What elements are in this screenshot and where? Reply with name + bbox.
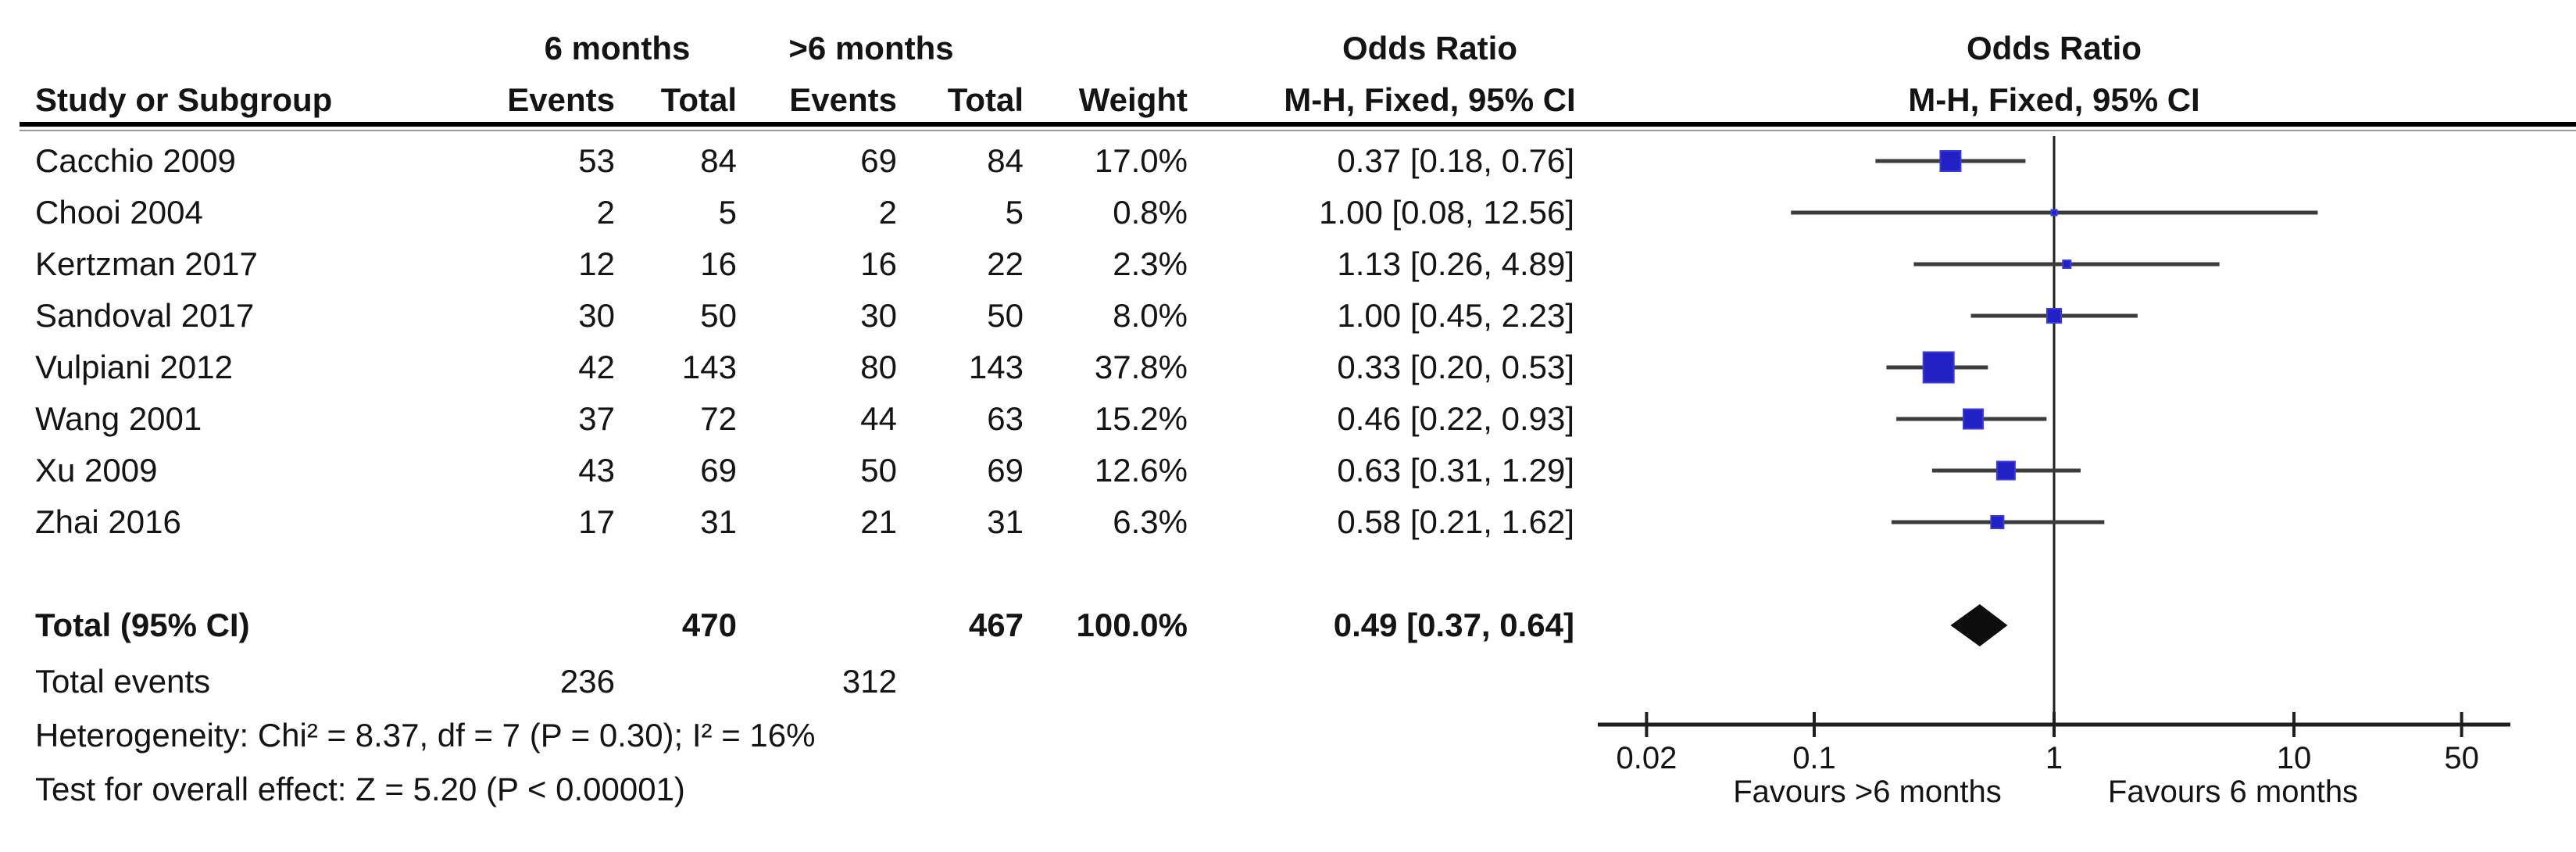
weight-cell: 12.6% [1094, 452, 1188, 489]
events-gt6m-cell: 69 [860, 142, 897, 179]
events-gt6m-cell: 21 [860, 503, 897, 540]
or-ci-cell: 1.00 [0.45, 2.23] [1337, 297, 1574, 334]
group-header-6-months: 6 months [544, 30, 691, 66]
or-ci-cell: 0.63 [0.31, 1.29] [1337, 452, 1574, 489]
axis-tick-label: 1 [2045, 741, 2063, 775]
favours-right-label: Favours 6 months [2107, 775, 2359, 809]
col-header-events-6m: Events [507, 81, 615, 118]
total-6m-cell: 84 [700, 142, 737, 179]
study-name: Kertzman 2017 [35, 245, 258, 282]
events-6m-cell: 37 [578, 400, 615, 437]
total-6m-cell: 72 [700, 400, 737, 437]
pooled-diamond [1950, 604, 2008, 646]
plot-header-title: Odds Ratio [1966, 30, 2142, 66]
events-6m-cell: 12 [578, 245, 615, 282]
weight-cell: 6.3% [1113, 503, 1188, 540]
total-gt6m-cell: 69 [987, 452, 1024, 489]
or-column-header-title: Odds Ratio [1342, 30, 1517, 66]
total-6m-cell: 31 [700, 503, 737, 540]
total-6m-cell: 50 [700, 297, 737, 334]
effect-marker [1962, 408, 1984, 430]
or-ci-cell: 0.37 [0.18, 0.76] [1337, 142, 1574, 179]
col-header-total-6m: Total [660, 81, 737, 118]
axis-tick-label: 50 [2444, 741, 2479, 775]
col-header-study: Study or Subgroup [35, 81, 333, 118]
study-name: Wang 2001 [35, 400, 202, 437]
total-gt6m-cell: 31 [987, 503, 1024, 540]
effect-marker [1990, 515, 2005, 529]
col-header-weight: Weight [1078, 81, 1188, 118]
total-gt6m-cell: 22 [987, 245, 1024, 282]
total-6m-cell: 143 [681, 349, 737, 385]
weight-cell: 37.8% [1094, 349, 1188, 385]
total-gt6m-n: 467 [968, 607, 1024, 643]
effect-marker [2046, 308, 2062, 324]
heterogeneity-stats: Heterogeneity: Chi² = 8.37, df = 7 (P = … [35, 717, 816, 754]
study-name: Xu 2009 [35, 452, 158, 489]
study-name: Cacchio 2009 [35, 142, 236, 179]
effect-marker [1995, 460, 2016, 481]
weight-cell: 17.0% [1094, 142, 1188, 179]
header-rule-shadow [20, 130, 2576, 131]
total-gt6m-cell: 63 [987, 400, 1024, 437]
events-gt6m-cell: 2 [878, 194, 897, 231]
weight-cell: 0.8% [1113, 194, 1188, 231]
plot-header-method: M-H, Fixed, 95% CI [1908, 81, 2200, 118]
events-6m-cell: 17 [578, 503, 615, 540]
effect-marker [2050, 209, 2058, 217]
total-events-gt6m: 312 [841, 663, 897, 700]
total-gt6m-cell: 143 [968, 349, 1024, 385]
total-gt6m-cell: 84 [987, 142, 1024, 179]
events-6m-cell: 30 [578, 297, 615, 334]
events-6m-cell: 43 [578, 452, 615, 489]
favours-left-label: Favours >6 months [1733, 775, 2002, 809]
study-name: Zhai 2016 [35, 503, 181, 540]
events-6m-cell: 42 [578, 349, 615, 385]
study-name: Sandoval 2017 [35, 297, 255, 334]
effect-marker [1939, 150, 1962, 172]
col-header-total-gt6m: Total [947, 81, 1024, 118]
events-gt6m-cell: 16 [860, 245, 897, 282]
axis-tick-label: 0.1 [1792, 741, 1836, 775]
weight-cell: 8.0% [1113, 297, 1188, 334]
col-header-events-gt6m: Events [789, 81, 897, 118]
total-6m-cell: 69 [700, 452, 737, 489]
overall-effect-test: Test for overall effect: Z = 5.20 (P < 0… [35, 771, 685, 807]
or-column-header-method: M-H, Fixed, 95% CI [1284, 81, 1576, 118]
axis-tick-label: 0.02 [1616, 741, 1677, 775]
or-ci-cell: 0.58 [0.21, 1.62] [1337, 503, 1574, 540]
or-ci-cell: 0.46 [0.22, 0.93] [1337, 400, 1574, 437]
events-6m-cell: 2 [596, 194, 615, 231]
total-or-ci: 0.49 [0.37, 0.64] [1333, 607, 1574, 643]
total-gt6m-cell: 5 [1005, 194, 1024, 231]
or-ci-cell: 1.13 [0.26, 4.89] [1337, 245, 1574, 282]
total-gt6m-cell: 50 [987, 297, 1024, 334]
total-6m-cell: 5 [718, 194, 737, 231]
total-row-label: Total (95% CI) [35, 607, 250, 643]
effect-marker [1922, 351, 1955, 384]
study-name: Chooi 2004 [35, 194, 203, 231]
group-header-gt6-months: >6 months [788, 30, 954, 66]
weight-cell: 2.3% [1113, 245, 1188, 282]
total-events-label: Total events [35, 663, 211, 700]
total-6m-cell: 16 [700, 245, 737, 282]
total-events-6m: 236 [559, 663, 615, 700]
study-name: Vulpiani 2012 [35, 349, 233, 385]
or-ci-cell: 1.00 [0.08, 12.56] [1319, 194, 1574, 231]
header-rule [20, 122, 2576, 127]
effect-marker [2062, 260, 2072, 269]
weight-cell: 15.2% [1094, 400, 1188, 437]
events-6m-cell: 53 [578, 142, 615, 179]
total-weight: 100.0% [1076, 607, 1188, 643]
axis-tick-label: 10 [2276, 741, 2312, 775]
events-gt6m-cell: 44 [860, 400, 897, 437]
or-ci-cell: 0.33 [0.20, 0.53] [1337, 349, 1574, 385]
events-gt6m-cell: 80 [860, 349, 897, 385]
total-6m-n: 470 [681, 607, 737, 643]
events-gt6m-cell: 30 [860, 297, 897, 334]
events-gt6m-cell: 50 [860, 452, 897, 489]
